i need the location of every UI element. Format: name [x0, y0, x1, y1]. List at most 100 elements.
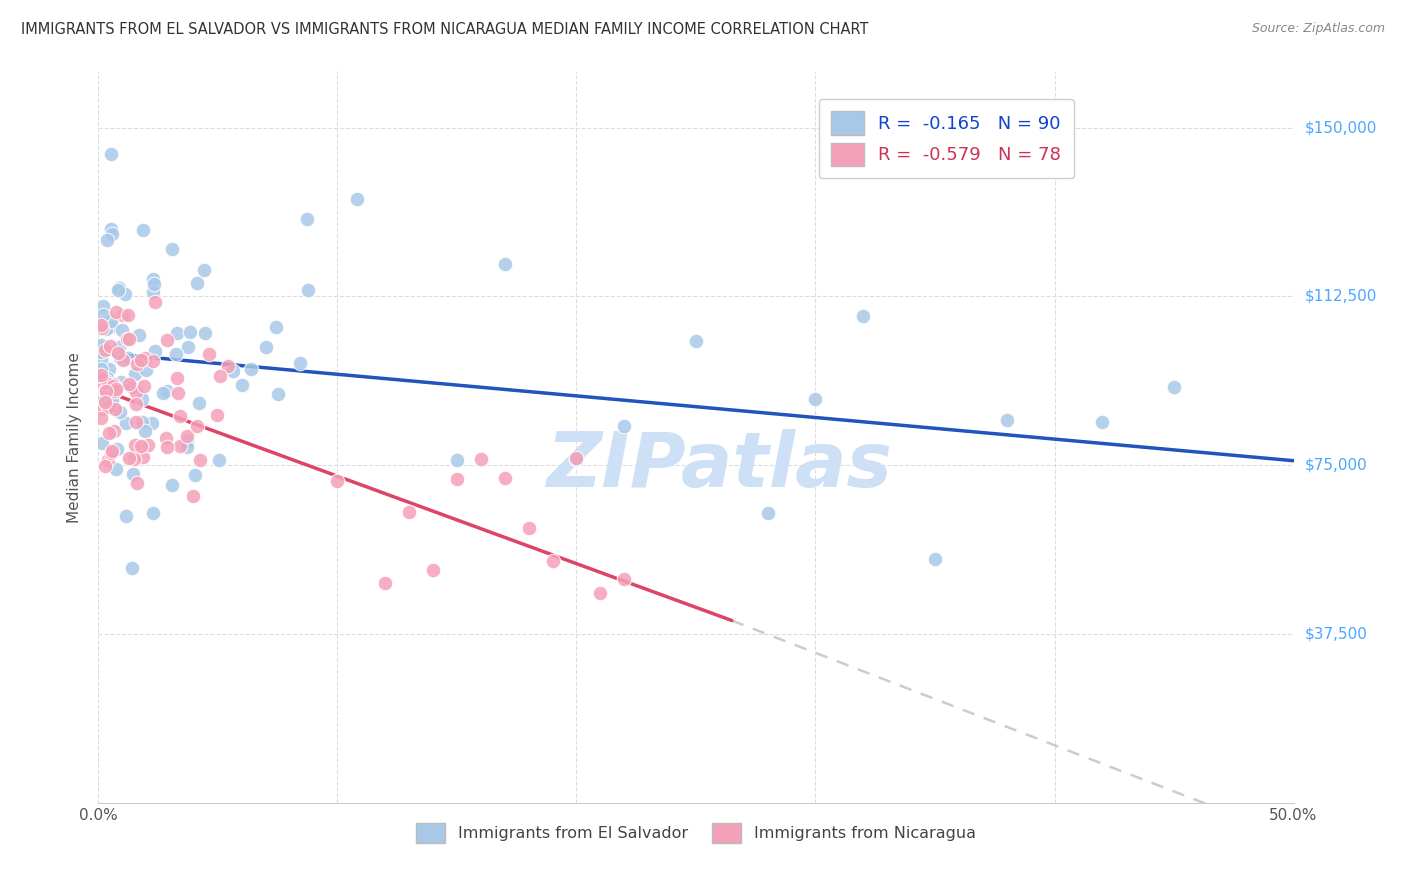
Point [90, 386, 112, 401]
Point [169, 439, 191, 453]
Point [97, 361, 120, 376]
Point [470, 452, 492, 467]
Point [179, 325, 201, 339]
Point [115, 416, 138, 430]
Point [124, 438, 146, 452]
Point [124, 367, 146, 381]
Point [124, 415, 146, 429]
Point [217, 359, 239, 373]
Point [186, 276, 208, 290]
Point [118, 332, 141, 346]
Point [143, 294, 166, 309]
Point [166, 326, 188, 340]
Point [93, 384, 115, 398]
Point [136, 438, 159, 452]
Point [98, 320, 121, 334]
Point [1091, 416, 1114, 430]
Point [541, 554, 564, 568]
Point [90, 338, 112, 352]
Point [143, 343, 166, 358]
Point [105, 383, 128, 397]
Point [90, 351, 112, 366]
Point [121, 561, 143, 575]
Point [110, 376, 132, 390]
Point [94, 394, 117, 409]
Point [91, 308, 114, 322]
Point [143, 277, 166, 291]
Point [97, 452, 120, 467]
Point [117, 376, 139, 391]
Point [107, 284, 129, 298]
Point [134, 378, 156, 392]
Point [852, 309, 875, 323]
Point [97, 401, 120, 415]
Point [117, 308, 139, 322]
Point [422, 563, 444, 577]
Point [96, 322, 118, 336]
Point [101, 379, 124, 393]
Point [128, 328, 150, 343]
Point [111, 323, 134, 337]
Point [96, 384, 118, 398]
Point [142, 285, 165, 299]
Point [105, 442, 128, 456]
Point [156, 384, 179, 398]
Point [209, 369, 232, 384]
Point [108, 340, 131, 354]
Point [142, 353, 165, 368]
Point [96, 377, 118, 392]
Point [100, 147, 122, 161]
Point [94, 459, 117, 474]
Point [374, 576, 396, 591]
Point [181, 489, 204, 503]
Point [135, 363, 157, 377]
Point [129, 439, 152, 453]
Point [105, 462, 128, 476]
Point [207, 408, 229, 422]
Point [93, 341, 115, 355]
Point [517, 521, 540, 535]
Point [197, 347, 219, 361]
Point [131, 415, 153, 429]
Point [107, 346, 129, 360]
Point [685, 334, 707, 348]
Point [152, 385, 174, 400]
Point [995, 413, 1018, 427]
Point [134, 424, 156, 438]
Point [131, 392, 153, 406]
Point [122, 452, 145, 467]
Point [97, 385, 120, 400]
Point [326, 474, 349, 488]
Point [104, 305, 127, 319]
Point [160, 478, 183, 492]
Point [222, 364, 245, 378]
Point [613, 572, 636, 586]
Point [176, 440, 198, 454]
Point [184, 468, 207, 483]
Point [129, 352, 152, 367]
Point [165, 347, 187, 361]
Point [132, 223, 155, 237]
Point [90, 371, 112, 385]
Point [1163, 379, 1185, 393]
Y-axis label: Median Family Income: Median Family Income [67, 351, 83, 523]
Point [166, 371, 188, 385]
Point [267, 387, 290, 401]
Point [108, 404, 131, 418]
Point [91, 401, 114, 416]
Point [103, 424, 125, 438]
Point [90, 345, 112, 359]
Text: ZIPatlas: ZIPatlas [547, 429, 893, 503]
Point [193, 262, 215, 277]
Point [297, 283, 319, 297]
Point [91, 382, 114, 396]
Point [93, 373, 115, 387]
Point [613, 419, 636, 434]
Point [446, 472, 468, 486]
Point [101, 399, 124, 413]
Point [155, 431, 177, 445]
Point [231, 377, 253, 392]
Point [565, 452, 588, 467]
Point [756, 506, 779, 520]
Point [239, 361, 262, 376]
